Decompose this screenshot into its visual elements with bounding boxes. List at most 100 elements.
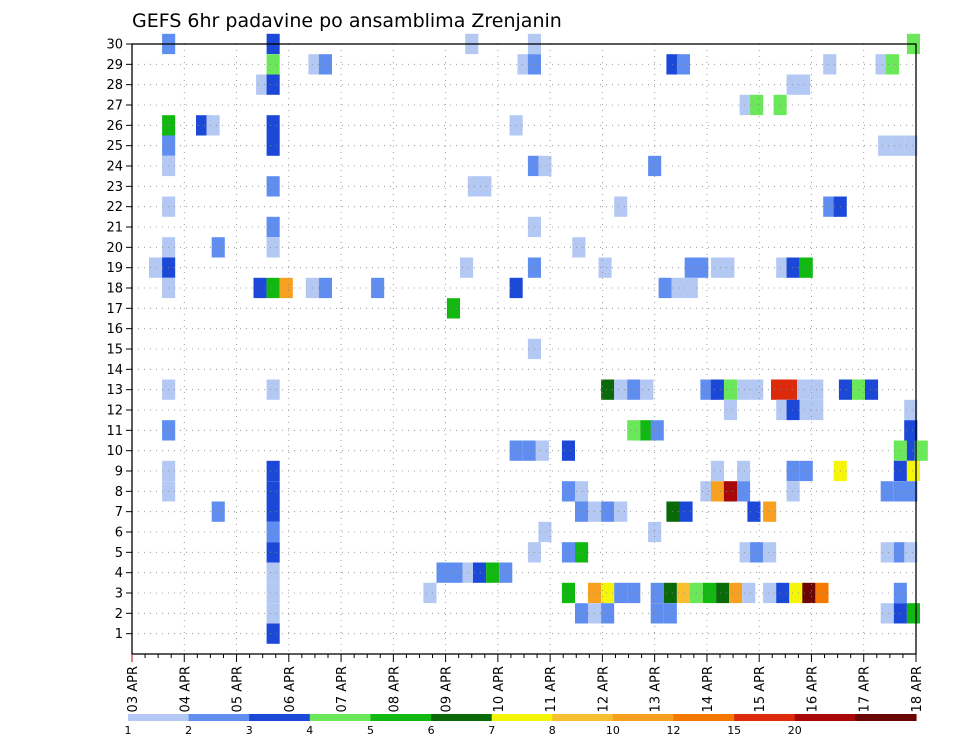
heatmap-cell — [676, 582, 690, 604]
heatmap-cell — [614, 196, 628, 217]
y-tick-label: 30 — [106, 38, 123, 53]
heatmap-cell — [723, 481, 737, 502]
heatmap-cell — [423, 582, 437, 604]
x-tick-label: 06 APR — [283, 666, 298, 712]
heatmap-cell — [700, 481, 714, 502]
heatmap-cell — [784, 379, 798, 400]
heatmap-cell — [880, 603, 894, 624]
y-tick-label: 14 — [106, 363, 123, 378]
y-tick-label: 13 — [106, 383, 123, 398]
y-tick-label: 19 — [106, 261, 123, 276]
heatmap-cell — [614, 379, 628, 400]
heatmap-cell — [885, 54, 899, 75]
y-tick-label: 7 — [115, 505, 123, 520]
heatmap-cell — [799, 399, 813, 421]
heatmap-cell — [786, 74, 800, 95]
y-tick-label: 20 — [106, 241, 123, 256]
y-tick-label: 5 — [115, 546, 123, 561]
heatmap-cell — [906, 460, 920, 482]
x-tick-label: 16 APR — [805, 666, 820, 712]
x-tick-label: 15 APR — [753, 666, 768, 712]
colorbar-swatch — [491, 714, 553, 721]
heatmap-cell — [575, 481, 589, 502]
heatmap-cell — [253, 277, 267, 299]
heatmap-cell — [318, 54, 332, 75]
colorbar-label: 20 — [788, 724, 802, 737]
colorbar-swatch — [249, 714, 311, 721]
colorbar-swatch — [734, 714, 796, 721]
heatmap-cell — [695, 257, 709, 278]
heatmap-cell — [676, 54, 690, 75]
heatmap-cell — [904, 135, 918, 156]
x-axis: 03 APR 04 APR 05 APR 06 APR 07 APR 08 APR 09 A… — [126, 654, 925, 712]
heatmap-cell — [561, 440, 575, 461]
heatmap-cell — [279, 277, 293, 299]
heatmap-cell — [256, 74, 270, 95]
heatmap-cell — [266, 379, 280, 400]
colorbar-label: 15 — [727, 724, 741, 737]
heatmap-cell — [211, 237, 225, 258]
heatmap-cell — [700, 379, 714, 400]
heatmap-cell — [658, 277, 672, 299]
heatmap-cell — [522, 440, 536, 461]
heatmap-cell — [880, 481, 894, 502]
heatmap-cell — [684, 277, 698, 299]
heatmap-cell — [904, 399, 918, 421]
heatmap-cell — [802, 582, 816, 604]
grid-lines — [132, 43, 917, 654]
y-tick-label: 2 — [115, 607, 123, 622]
heatmap-cell — [737, 379, 751, 400]
heatmap-cell — [266, 501, 280, 522]
heatmap-cell — [446, 298, 460, 319]
heatmap-cell — [572, 237, 586, 258]
y-tick-label: 26 — [106, 119, 123, 134]
heatmap-cell — [266, 135, 280, 156]
heatmap-cell — [737, 481, 751, 502]
heatmap-cell — [499, 562, 513, 583]
y-tick-label: 24 — [106, 160, 123, 175]
heatmap-cell — [266, 74, 280, 95]
heatmap-cell — [797, 379, 811, 400]
x-tick-label: 08 APR — [387, 666, 402, 712]
heatmap-cell — [436, 562, 450, 583]
heatmap-cell — [538, 521, 552, 543]
x-tick-label: 17 APR — [858, 666, 873, 712]
y-tick-label: 10 — [106, 444, 123, 459]
heatmap-cell — [196, 115, 210, 136]
heatmap-cell — [742, 582, 756, 604]
heatmap-cell — [799, 460, 813, 482]
y-tick-label: 6 — [115, 526, 123, 541]
heatmap-cell — [776, 582, 790, 604]
colorbar-swatch — [612, 714, 675, 721]
x-tick-label: 14 APR — [701, 666, 716, 712]
heatmap-cell — [786, 399, 800, 421]
colorbar-swatch — [309, 714, 371, 721]
y-tick-label: 25 — [106, 139, 123, 154]
heatmap-cell — [318, 277, 332, 299]
x-tick-label: 18 APR — [910, 666, 925, 712]
heatmap-cell — [266, 481, 280, 502]
y-tick-label: 17 — [106, 302, 123, 317]
heatmap-cell — [786, 460, 800, 482]
y-tick-label: 28 — [106, 78, 123, 93]
heatmap-cell — [266, 216, 280, 238]
colorbar-swatch — [673, 714, 735, 721]
heatmap-cell — [823, 54, 837, 75]
heatmap-cell — [266, 54, 280, 75]
heatmap-cell — [266, 623, 280, 644]
y-tick-label: 8 — [115, 485, 123, 500]
y-tick-label: 27 — [106, 99, 123, 114]
heatmap-cell — [650, 603, 664, 624]
colorbar-label: 2 — [185, 724, 192, 737]
heatmap-cell — [786, 481, 800, 502]
heatmap-cell — [739, 542, 753, 563]
heatmap-cell — [763, 542, 777, 563]
y-axis: 1234567891011121314151617181920212223242… — [106, 38, 132, 642]
heatmap-cell — [763, 582, 777, 604]
y-tick-label: 16 — [106, 322, 123, 337]
colorbar-label: 6 — [428, 724, 435, 737]
y-tick-label: 9 — [115, 465, 123, 480]
heatmap-cell — [601, 379, 615, 400]
heatmap-cell — [598, 257, 612, 278]
